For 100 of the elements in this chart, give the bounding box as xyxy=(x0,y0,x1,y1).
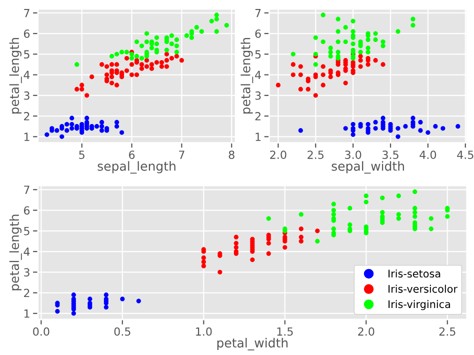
y-tick-label: 3 xyxy=(255,91,261,100)
point xyxy=(144,58,150,63)
point xyxy=(169,42,174,46)
x-tick-label: 7 xyxy=(179,150,184,159)
point xyxy=(373,31,378,36)
y-tick-label: 6 xyxy=(24,30,30,38)
point xyxy=(320,64,326,69)
y-tick-label: 7 xyxy=(24,186,30,194)
point xyxy=(174,37,179,42)
y-tick-label: 1 xyxy=(24,310,30,318)
point xyxy=(149,62,154,67)
point xyxy=(343,39,348,44)
point xyxy=(343,80,348,86)
point xyxy=(298,86,303,92)
point xyxy=(80,86,84,92)
point xyxy=(266,251,271,256)
point xyxy=(380,116,386,120)
point xyxy=(396,194,401,198)
point xyxy=(313,52,318,56)
point xyxy=(320,39,326,44)
point xyxy=(169,33,174,38)
x-tick-label: 5 xyxy=(79,150,84,160)
point xyxy=(380,62,386,67)
x-tick-label: 3.5 xyxy=(382,150,398,160)
point xyxy=(104,304,108,310)
point xyxy=(298,226,304,232)
point xyxy=(313,62,318,67)
point xyxy=(412,214,418,219)
point xyxy=(201,264,206,268)
point xyxy=(366,122,370,127)
y-tick-label: 1 xyxy=(256,132,261,141)
point xyxy=(60,134,64,139)
x-tick-label: 2.0 xyxy=(358,327,374,336)
point xyxy=(306,86,310,92)
point xyxy=(224,22,229,28)
point xyxy=(129,56,134,61)
point xyxy=(403,124,408,129)
point xyxy=(290,52,296,56)
x-tick-label: 4.5 xyxy=(457,150,474,160)
y-axis-title: petal_length xyxy=(9,38,22,114)
point xyxy=(315,238,320,244)
point xyxy=(343,25,348,30)
point xyxy=(412,206,418,211)
point xyxy=(129,62,134,67)
x-tick-label: 0.5 xyxy=(114,327,130,336)
point xyxy=(164,58,170,63)
point xyxy=(71,311,76,316)
x-tick-label: 4.0 xyxy=(420,150,436,160)
point xyxy=(366,37,370,42)
point xyxy=(358,58,363,63)
point xyxy=(358,50,363,54)
point xyxy=(70,126,74,131)
point xyxy=(373,58,378,63)
point xyxy=(199,29,204,34)
point xyxy=(328,54,333,59)
point xyxy=(396,212,401,217)
point xyxy=(120,296,125,302)
point xyxy=(110,74,114,80)
x-tick-label: 0.0 xyxy=(33,327,50,336)
point xyxy=(331,226,336,232)
point xyxy=(100,62,104,67)
point xyxy=(380,210,385,215)
point xyxy=(276,82,280,88)
point xyxy=(110,54,114,59)
point xyxy=(71,292,76,298)
point xyxy=(396,216,401,221)
point xyxy=(366,62,370,67)
point xyxy=(94,124,100,129)
point xyxy=(84,116,90,120)
point xyxy=(412,210,418,215)
point xyxy=(328,50,333,54)
point xyxy=(64,122,70,127)
y-tick-label: 5 xyxy=(24,227,30,236)
x-tick-label: 6 xyxy=(129,150,135,160)
y-tick-label: 1 xyxy=(24,132,30,141)
x-axis-title: sepal_length xyxy=(98,161,176,174)
point xyxy=(373,120,378,125)
y-tick-label: 5 xyxy=(24,50,30,59)
point xyxy=(134,39,140,44)
x-tick-label: 1.0 xyxy=(196,327,212,336)
point xyxy=(154,35,160,40)
y-tick-label: 7 xyxy=(24,9,30,18)
y-tick-label: 2 xyxy=(255,112,260,120)
point xyxy=(428,226,434,232)
point xyxy=(74,86,80,92)
point xyxy=(290,72,296,78)
point xyxy=(114,120,120,125)
point xyxy=(364,194,368,198)
point xyxy=(348,206,352,211)
point xyxy=(418,128,423,133)
y-tick-label: 4 xyxy=(255,70,261,80)
point xyxy=(100,120,104,125)
point xyxy=(366,50,370,54)
point xyxy=(54,128,60,133)
point xyxy=(110,62,114,67)
point xyxy=(139,56,144,61)
point xyxy=(315,228,320,234)
point xyxy=(209,18,214,24)
point xyxy=(350,122,356,127)
point xyxy=(331,212,336,217)
